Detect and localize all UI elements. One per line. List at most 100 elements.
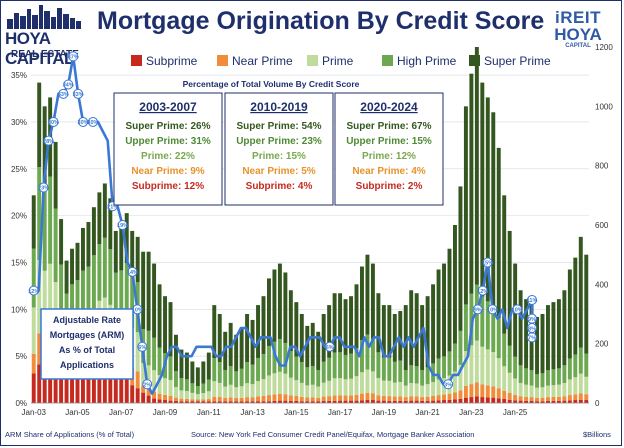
arm-point bbox=[512, 304, 523, 315]
bar-segment-high bbox=[310, 365, 315, 385]
bar-segment-prime bbox=[453, 371, 457, 393]
bar-segment-super bbox=[354, 284, 359, 349]
bar-segment-super bbox=[135, 236, 140, 283]
bar-segment-near bbox=[239, 397, 244, 402]
bar-segment-near bbox=[250, 397, 255, 402]
bar-segment-super bbox=[42, 106, 47, 185]
skyline-icon bbox=[7, 5, 81, 29]
arm-point bbox=[28, 285, 39, 296]
bar-segment-super bbox=[53, 141, 58, 209]
legend-swatch bbox=[217, 55, 228, 66]
bar-segment-prime bbox=[502, 366, 507, 391]
bar-segment-near bbox=[414, 396, 419, 401]
period-line: Near Prime: 4% bbox=[352, 166, 425, 177]
x-tick-label: Jan-23 bbox=[459, 408, 484, 417]
bar-segment-high bbox=[234, 371, 239, 388]
bar-segment-sub bbox=[152, 398, 157, 403]
arm-point-label: 30% bbox=[48, 120, 59, 126]
bar-segment-super bbox=[130, 230, 135, 278]
bar-segment-super bbox=[447, 248, 452, 352]
arm-point bbox=[487, 304, 498, 315]
bar-segment-sub bbox=[206, 401, 211, 403]
bar-segment-super bbox=[217, 314, 222, 362]
bar-segment-sub bbox=[91, 367, 96, 403]
bar-segment-super bbox=[201, 361, 206, 384]
arm-point-label: 33% bbox=[58, 92, 69, 98]
bar-segment-sub bbox=[174, 400, 178, 403]
arm-point-label: 11% bbox=[527, 298, 538, 304]
bar-segment-super bbox=[387, 305, 392, 358]
bar-segment-prime bbox=[190, 392, 195, 400]
bar-segment-prime bbox=[480, 346, 485, 385]
bar-segment-high bbox=[387, 357, 392, 381]
bar-segment-high bbox=[507, 345, 512, 373]
logo-left-line2: REAL ESTATE bbox=[11, 49, 79, 60]
period-line: Prime: 15% bbox=[252, 151, 306, 162]
bar-segment-high bbox=[573, 354, 578, 378]
bar-segment-sub bbox=[299, 401, 304, 403]
bar-segment-near bbox=[283, 394, 288, 401]
bar-segment-high bbox=[442, 356, 446, 379]
bar-segment-sub bbox=[305, 401, 310, 403]
bar-segment-sub bbox=[119, 376, 124, 403]
bar-segment-high bbox=[113, 272, 118, 319]
bar-segment-sub bbox=[179, 401, 184, 403]
bar-segment-super bbox=[573, 257, 578, 355]
arm-share-line: 12%23%28%30%33%34%37%33%30%30%21%19%14%1… bbox=[28, 51, 538, 395]
bar-segment-sub bbox=[124, 379, 129, 403]
chart-title: Mortgage Origination By Credit Score bbox=[97, 7, 545, 35]
bar-segment-sub bbox=[551, 400, 556, 403]
bar-segment-prime bbox=[425, 384, 430, 397]
bar-segment-sub bbox=[387, 400, 392, 403]
bar-segment-sub bbox=[567, 400, 572, 403]
bar-segment-near bbox=[135, 371, 140, 389]
bar-segment-near bbox=[37, 333, 42, 365]
bar-segment-high bbox=[502, 333, 507, 367]
bar-segment-near bbox=[535, 397, 539, 402]
bar-segment-super bbox=[425, 296, 430, 368]
bar-segment-sub bbox=[37, 364, 42, 403]
bar-segment-prime bbox=[474, 340, 479, 383]
bar-segment-near bbox=[518, 396, 523, 401]
bar-segment-high bbox=[540, 373, 545, 388]
bar-segment-prime bbox=[212, 381, 217, 397]
bar-segment-near bbox=[529, 397, 534, 401]
bar-segment-sub bbox=[458, 398, 463, 403]
bar-segment-near bbox=[195, 399, 200, 402]
bar-segment-sub bbox=[102, 364, 107, 403]
bar-segment-near bbox=[507, 392, 512, 400]
bar-segment-high bbox=[338, 352, 343, 379]
bar-segment-high bbox=[518, 365, 523, 383]
bar-segment-prime bbox=[135, 332, 140, 372]
bar-segment-high bbox=[179, 377, 184, 391]
bar-segment-sub bbox=[288, 400, 293, 403]
bar-segment-prime bbox=[584, 376, 589, 395]
bar-segment-sub bbox=[414, 400, 419, 403]
bar-segment-high bbox=[343, 354, 348, 380]
bar-segment-sub bbox=[250, 401, 255, 403]
bar-segment-prime bbox=[332, 378, 337, 396]
bar-segment-prime bbox=[163, 378, 167, 395]
bar-segment-high bbox=[414, 366, 419, 384]
x-tick-label: Jan-19 bbox=[372, 408, 397, 417]
bar-segment-sub bbox=[370, 400, 375, 403]
bar-segment-near bbox=[157, 393, 162, 400]
bar-segment-prime bbox=[463, 351, 468, 387]
bar-segment-super bbox=[474, 47, 479, 285]
bar-segment-sub bbox=[376, 400, 381, 403]
bar-segment-sub bbox=[578, 399, 583, 403]
volume-bars bbox=[31, 47, 589, 403]
bar-segment-super bbox=[343, 299, 348, 355]
bar-segment-prime bbox=[573, 377, 578, 395]
bar-segment-high bbox=[305, 367, 310, 386]
bar-segment-super bbox=[305, 325, 310, 368]
bar-segment-sub bbox=[70, 367, 74, 403]
x-tick-label: Jan-05 bbox=[65, 408, 90, 417]
bar-segment-super bbox=[414, 293, 419, 367]
bar-segment-near bbox=[381, 395, 386, 401]
bar-segment-prime bbox=[392, 382, 397, 397]
y-left-tick-label: 0% bbox=[15, 399, 27, 408]
x-tick-label: Jan-09 bbox=[153, 408, 178, 417]
bar-segment-high bbox=[370, 338, 375, 372]
bar-segment-super bbox=[540, 314, 545, 374]
